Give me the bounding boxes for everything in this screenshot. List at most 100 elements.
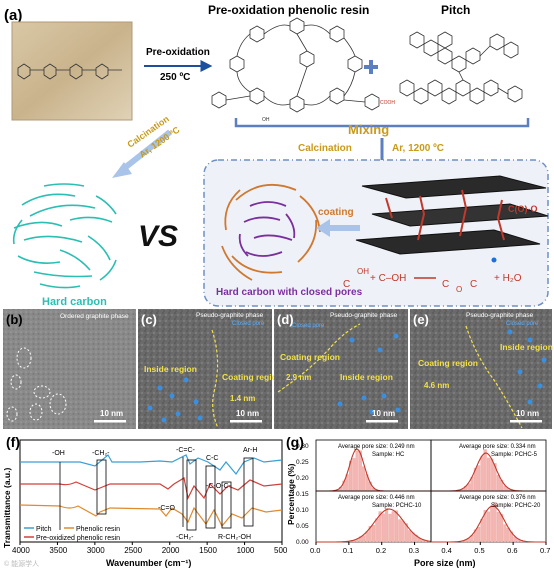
ftir-preox-line [20, 477, 283, 500]
pore-sample-label: Sample: PCHC-20 [491, 503, 541, 509]
pore-bar [480, 519, 484, 543]
ftir-legend: Pitch Phenolic resin Pre-oxidized phenol… [24, 526, 120, 542]
tem-d-inside: Inside region [340, 372, 393, 382]
ftir-ann-oh: -OH [52, 450, 65, 457]
reaction-lhs: + C–OH [370, 273, 406, 284]
panel-g-label: (g) [286, 434, 304, 450]
ftir-annotation-boxes [59, 457, 254, 531]
tem-d-image [274, 309, 408, 429]
panel-f: (f) Transmittance (a.u.) 4000 3500 3000 250… [2, 434, 288, 568]
ftir-xtick-label: 1000 [237, 546, 255, 555]
pore-bar [483, 510, 487, 543]
panel-a-label: (a) [4, 7, 22, 24]
pore-bar [493, 502, 497, 543]
tem-e-image [410, 309, 552, 429]
pore-xtick-label: 0.4 [441, 546, 451, 555]
pore-bar [352, 458, 356, 492]
pore-ytick-label: 0.00 [296, 539, 309, 546]
pore-xtick-label: 0.1 [343, 546, 353, 555]
pore-xtick-label: 0.3 [409, 546, 419, 555]
pore-ytick-label: 0.20 [296, 475, 309, 482]
tem-d-sub: Closed pore [292, 323, 325, 329]
pore-bar [362, 466, 366, 492]
tem-b-scalebar [94, 420, 126, 423]
mixing-bracket [234, 118, 530, 128]
tem-d-boundary [277, 323, 361, 393]
tem-b-title: Ordered graphite phase [60, 313, 129, 320]
tem-c-pores [147, 377, 203, 423]
tem-d-coating: Coating region [280, 352, 340, 362]
tem-e-coating: Coating region [418, 358, 478, 368]
reaction-equation: C OH + C–OH C O C + H₂O [343, 267, 522, 294]
reaction-c3: C [470, 279, 477, 290]
ftir-ann-cc-double: -C=C- [176, 447, 196, 454]
pore-bar [503, 524, 507, 543]
pore-ytick-label: 0.25 [296, 459, 309, 466]
tem-e-label: (e) [413, 312, 429, 327]
pore-fit-curve [316, 508, 432, 543]
ftir-ann-arh: Ar-H [243, 447, 257, 454]
pore-bar [490, 458, 494, 492]
pore-bar [477, 465, 481, 492]
reaction-oh: OH [357, 267, 369, 276]
tem-c-boundary [211, 329, 219, 429]
plus-icon [364, 60, 378, 74]
preoxidation-step: Pre-oxidation [146, 47, 210, 58]
closed-pore-box [203, 159, 549, 307]
ftir-ann-ch2: -CH₂- [92, 450, 110, 457]
pore-fit-curve [431, 505, 546, 543]
pore-xtick-label: 0.0 [310, 546, 320, 555]
pore-bar [414, 534, 418, 543]
panel-a: (a) Pre-oxidation 250 ºC Pre-oxidation p… [4, 3, 549, 308]
tem-d-scale: 10 nm [372, 409, 395, 418]
tem-e-thickness: 4.6 nm [424, 381, 449, 390]
pore-avg-label: Average pore size: 0.334 nm [459, 444, 536, 450]
pore-xtick-label: 0.2 [376, 546, 386, 555]
closed-pores-label: Hard carbon with closed pores [216, 287, 363, 298]
legend-phenolic: Phenolic resin [76, 526, 120, 533]
closed-pore-drawing [221, 183, 321, 281]
cooh-group: COOH [380, 100, 395, 106]
pore-bar [381, 513, 385, 543]
ftir-xticks: 4000 3500 3000 2500 2000 1500 1000 500 [12, 542, 288, 555]
tem-e-scale: 10 nm [516, 409, 539, 418]
coating-label: coating [318, 207, 354, 218]
pore-ytick-label: 0.15 [296, 491, 309, 498]
preoxidation-temp: 250 ºC [160, 72, 190, 83]
tem-c-coating: Coating region [222, 372, 282, 382]
pore-ylabel: Percentage (%) [286, 463, 296, 525]
tem-e-title: Pseudo-graphite phase [466, 312, 534, 319]
ftir-annotations: -OH -CH₂- -C=C- C-C Ar-H -C=O -C-O-C- -C… [52, 447, 257, 541]
pore-ytick-label: 0.05 [296, 523, 309, 530]
ftir-xtick-label: 2000 [162, 546, 180, 555]
pore-bar [496, 474, 500, 492]
tem-c-image [138, 309, 272, 429]
pore-bar [480, 456, 484, 492]
ftir-xtick-label: 4000 [12, 546, 30, 555]
pore-distribution-panels: Average pore size: 0.249 nm Sample: HC Ave… [296, 439, 550, 555]
tem-e-sub: Closed pore [506, 321, 539, 327]
pore-sample-label: Sample: HC [372, 452, 405, 458]
pore-avg-label: Average pore size: 0.446 nm [338, 495, 415, 501]
pore-bar [372, 524, 375, 543]
pitch-structure [399, 31, 523, 105]
pore-sample-label: Sample: PCHC-10 [372, 503, 422, 509]
pore-avg-label: Average pore size: 0.249 nm [338, 444, 415, 450]
ftir-xtick-label: 3500 [49, 546, 67, 555]
tem-c-sub: Closed pore [232, 321, 265, 327]
tem-b-image [3, 309, 136, 429]
pore-bar [490, 505, 494, 543]
watermark: © 能源学人 [4, 559, 39, 568]
pore-avg-label: Average pore size: 0.376 nm [459, 495, 536, 501]
calcination-left-arrowhead [112, 162, 132, 178]
pore-xlabel: Pore size (nm) [414, 558, 476, 568]
reaction-o: O [456, 285, 462, 294]
pore-xtick-label: 0.7 [540, 546, 550, 555]
coating-arrowhead [316, 219, 330, 237]
tem-b: (b) Ordered graphite phase 10 nm [3, 309, 136, 429]
pore-bar [513, 536, 517, 543]
preox-resin-structure [211, 17, 380, 113]
pore-ytick-label: 0.30 [296, 443, 309, 450]
pore-xtick-label: 0.5 [474, 546, 484, 555]
